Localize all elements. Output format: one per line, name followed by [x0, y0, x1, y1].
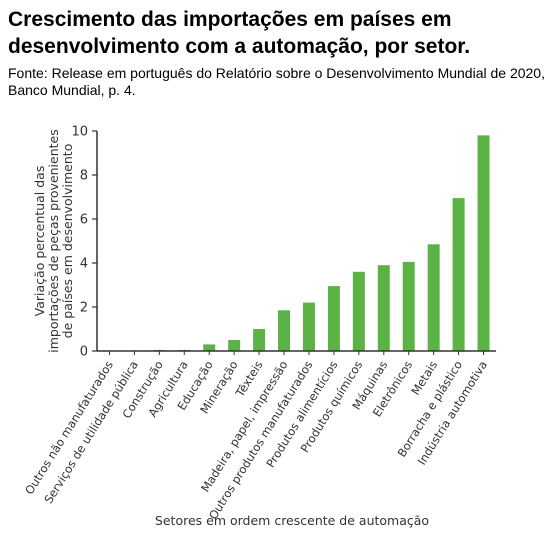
chart-title: Crescimento das importações em países em…: [8, 8, 471, 58]
bar: [203, 344, 216, 351]
bar: [452, 198, 465, 351]
chart-source: Fonte: Release em português do Relatório…: [8, 65, 545, 98]
bar: [352, 271, 365, 351]
x-axis-label: Setores em ordem crescente de automação: [155, 513, 429, 528]
bar: [427, 244, 440, 351]
y-axis-label: Variação percentual dasimportações de pe…: [32, 129, 75, 353]
bar: [377, 265, 390, 351]
bar: [402, 261, 415, 351]
bar: [228, 340, 241, 351]
y-axis-ticks: 0 2 4 6 8 10: [71, 125, 97, 360]
y-tick-label: 2: [80, 301, 88, 316]
y-tick-label: 4: [80, 257, 88, 272]
y-tick-label: 6: [80, 213, 88, 228]
bar: [278, 310, 291, 351]
y-tick-label: 8: [80, 169, 88, 184]
bar: [327, 286, 340, 351]
y-tick-label: 0: [80, 345, 88, 360]
bar: [253, 329, 266, 351]
y-tick-label: 10: [71, 125, 88, 140]
bar: [477, 135, 490, 351]
bars: [153, 135, 490, 351]
bar: [302, 302, 315, 351]
